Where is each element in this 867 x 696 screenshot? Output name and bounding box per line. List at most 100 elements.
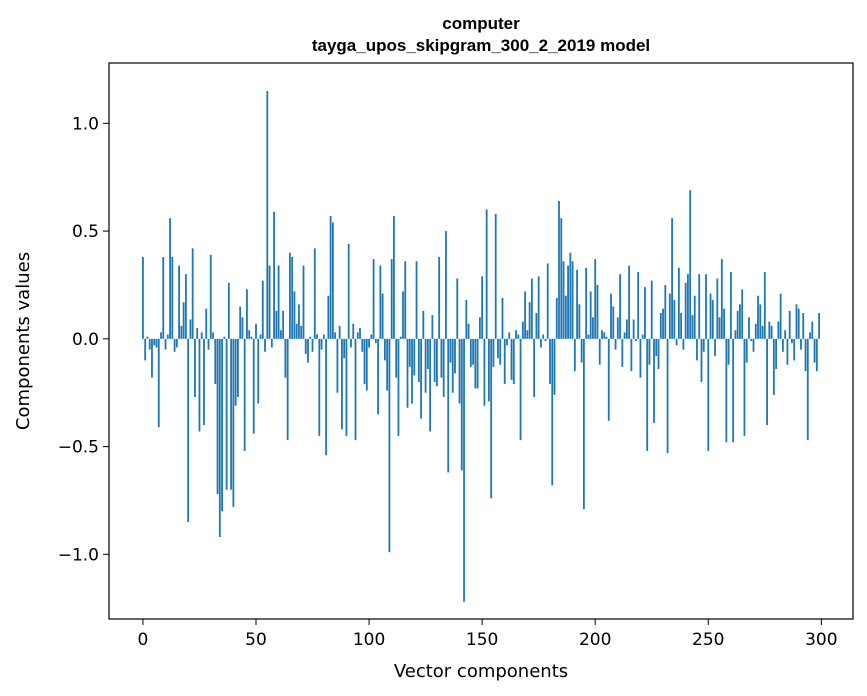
bar-207: [610, 293, 612, 339]
bar-115: [402, 291, 404, 339]
bar-109: [388, 338, 391, 553]
bar-21: [189, 319, 192, 339]
bar-228: [657, 338, 660, 370]
bar-271: [754, 323, 757, 339]
x-tick-label: 50: [245, 630, 267, 650]
bar-120: [413, 338, 416, 376]
bar-103: [374, 338, 377, 344]
bar-53: [261, 280, 264, 339]
bar-33: [216, 338, 219, 494]
bar-29: [207, 338, 210, 350]
bar-18: [182, 302, 185, 339]
x-tick-label: 0: [138, 630, 149, 650]
bar-257: [723, 308, 726, 339]
bar-124: [422, 310, 425, 339]
bar-80: [322, 334, 325, 339]
bar-285: [786, 338, 789, 365]
bar-163: [510, 338, 513, 380]
bar-298: [815, 338, 818, 372]
bar-155: [492, 338, 495, 367]
bar-231: [664, 284, 667, 339]
bar-265: [741, 289, 744, 339]
bar-10: [164, 338, 167, 350]
bar-36: [223, 336, 226, 339]
plot-frame: [108, 62, 854, 620]
bars-group: [142, 91, 820, 602]
bar-107: [383, 338, 386, 361]
bar-246: [698, 274, 701, 339]
bar-49: [252, 338, 255, 434]
bar-72: [304, 338, 307, 354]
bar-92: [350, 338, 352, 348]
bar-166: [517, 334, 520, 339]
bar-59: [275, 310, 278, 339]
bar-173: [533, 338, 536, 398]
bar-297: [813, 338, 816, 363]
bar-97: [361, 338, 364, 352]
bar-164: [512, 338, 515, 385]
bar-132: [440, 338, 443, 378]
bar-206: [607, 338, 610, 421]
bar-280: [775, 338, 778, 370]
bar-216: [630, 338, 633, 372]
bar-70: [300, 325, 303, 339]
bar-252: [711, 300, 714, 339]
bar-248: [702, 338, 705, 352]
bar-233: [668, 293, 671, 339]
bar-290: [797, 308, 800, 339]
bar-84: [331, 222, 334, 339]
bar-43: [239, 306, 242, 339]
bar-89: [343, 338, 346, 359]
bar-169: [524, 291, 526, 339]
bar-28: [205, 308, 208, 339]
bar-69: [298, 304, 300, 339]
x-tick-label: 200: [579, 630, 611, 650]
bar-183: [555, 297, 558, 339]
bar-171: [528, 302, 531, 339]
bar-250: [707, 338, 710, 451]
bar-181: [551, 338, 554, 486]
bar-247: [700, 338, 703, 382]
bar-255: [718, 317, 721, 339]
bar-125: [424, 338, 427, 393]
bar-62: [282, 310, 285, 339]
bar-219: [637, 272, 640, 339]
x-tick-label: 100: [353, 630, 385, 650]
bar-270: [752, 338, 755, 352]
bar-157: [497, 338, 499, 359]
bar-114: [399, 336, 402, 339]
bar-87: [338, 325, 341, 339]
bar-37: [225, 338, 228, 490]
bar-289: [795, 304, 798, 339]
bar-45: [243, 338, 246, 451]
bar-121: [415, 261, 418, 339]
bar-146: [472, 338, 474, 365]
bar-148: [476, 338, 479, 389]
bar-299: [818, 312, 820, 339]
bar-204: [603, 332, 606, 339]
bar-208: [612, 306, 615, 339]
bar-96: [359, 328, 361, 339]
bar-106: [381, 293, 384, 339]
bar-211: [619, 274, 621, 339]
bar-238: [680, 312, 683, 339]
bar-273: [759, 304, 762, 339]
bar-145: [469, 338, 472, 367]
bar-85: [334, 332, 337, 339]
bar-191: [573, 338, 576, 372]
bar-60: [277, 265, 280, 339]
bar-278: [770, 325, 773, 339]
bar-3: [148, 338, 151, 350]
bar-296: [811, 321, 814, 339]
bar-154: [490, 338, 493, 499]
bar-88: [341, 338, 343, 430]
bar-24: [196, 328, 199, 339]
bar-56: [268, 265, 271, 339]
bar-153: [488, 338, 490, 402]
bar-244: [693, 295, 696, 339]
bar-293: [804, 338, 807, 372]
bar-288: [793, 338, 796, 361]
bar-176: [540, 338, 542, 348]
bar-226: [653, 338, 655, 423]
